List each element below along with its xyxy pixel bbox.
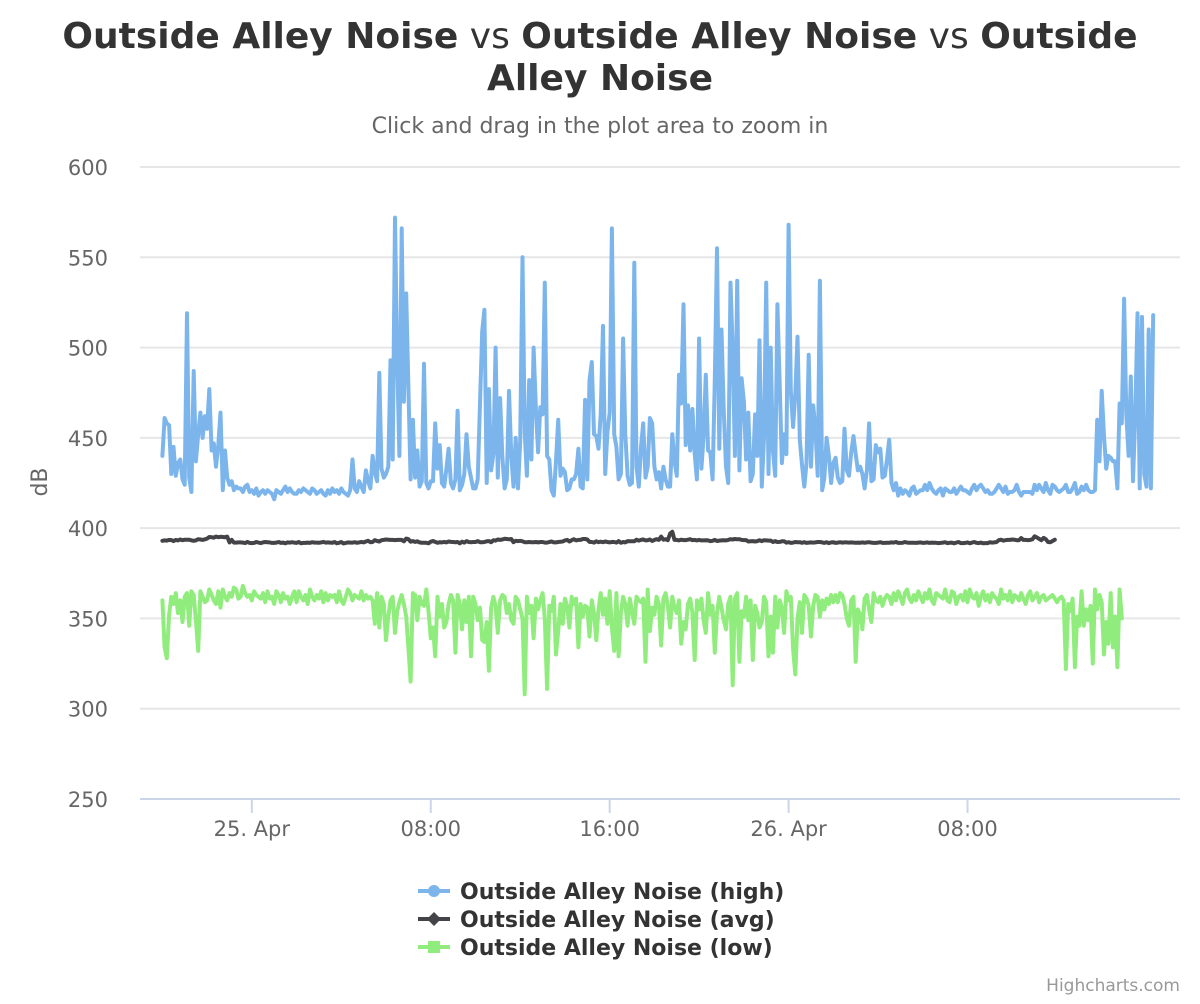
y-tick-label: 500 [68, 337, 108, 361]
y-axis-tick-labels: 250 300 350 400 450 500 550 600 [68, 156, 108, 812]
legend-label[interactable]: Outside Alley Noise (avg) [460, 908, 775, 933]
x-tick-label: 08:00 [400, 817, 461, 841]
chart-title: Outside Alley Noise vs Outside Alley Noi… [62, 16, 1137, 57]
chart-subtitle: Click and drag in the plot area to zoom … [372, 114, 829, 139]
series-line-high[interactable] [160, 215, 1156, 502]
chart-title-part: vs [458, 16, 521, 57]
y-tick-label: 400 [68, 517, 108, 541]
legend-square-marker [428, 941, 440, 953]
x-tick-label: 25. Apr [214, 817, 291, 841]
y-tick-label: 250 [68, 788, 108, 812]
chart-title-part: Outside Alley Noise [62, 16, 458, 57]
y-tick-label: 350 [68, 607, 108, 631]
x-tick-label: 16:00 [579, 817, 640, 841]
x-tick-label: 08:00 [937, 817, 998, 841]
y-tick-label: 450 [68, 427, 108, 451]
y-axis-title: dB [28, 467, 53, 496]
legend-item-high[interactable]: Outside Alley Noise (high) [418, 880, 784, 905]
plot-area[interactable] [160, 215, 1156, 697]
y-tick-label: 300 [68, 698, 108, 722]
chart-title-part: vs [917, 16, 980, 57]
legend[interactable]: Outside Alley Noise (high) Outside Alley … [418, 880, 784, 961]
series-line-avg[interactable] [160, 529, 1057, 546]
legend-item-avg[interactable]: Outside Alley Noise (avg) [418, 908, 775, 933]
chart-title-part: Outside Alley Noise [521, 16, 917, 57]
chart-title-part: Outside [980, 16, 1137, 57]
credits-link[interactable]: Highcharts.com [1046, 976, 1180, 996]
x-tick-label: 26. Apr [750, 817, 827, 841]
legend-diamond-marker [427, 912, 441, 926]
legend-circle-marker [428, 885, 440, 897]
y-tick-label: 550 [68, 246, 108, 270]
y-tick-label: 600 [68, 156, 108, 180]
legend-label[interactable]: Outside Alley Noise (low) [460, 936, 773, 961]
x-axis-ticks: 25. Apr 08:00 16:00 26. Apr 08:00 [214, 799, 998, 841]
y-gridlines [140, 166, 1180, 710]
legend-label[interactable]: Outside Alley Noise (high) [460, 880, 784, 905]
chart-title-line-2: Alley Noise [487, 58, 713, 99]
series-line-low[interactable] [160, 583, 1124, 697]
legend-item-low[interactable]: Outside Alley Noise (low) [418, 936, 773, 961]
